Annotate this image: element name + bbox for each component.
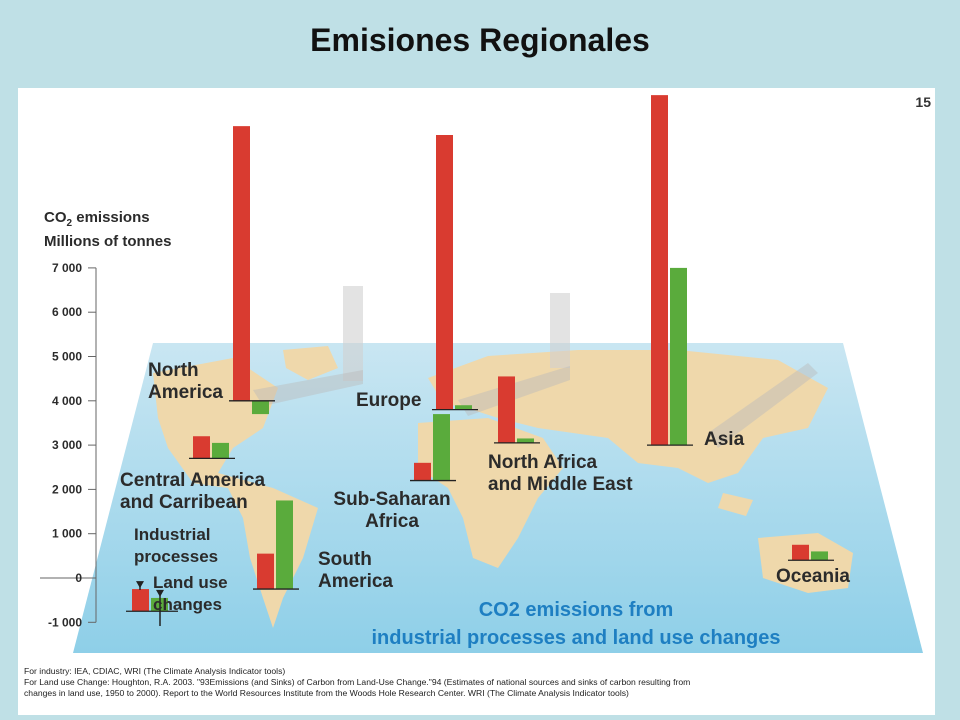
slide-title: Emisiones Regionales (310, 22, 650, 58)
y-axis: 7 000 6 000 5 000 4 000 3 000 2 000 1 000 0 -1 0… (40, 209, 172, 629)
shadow-bar-1 (343, 286, 363, 381)
y-tick-label: 7 000 (52, 261, 82, 275)
footnote-line: For Land use Change: Houghton, R.A. 2003… (24, 677, 691, 687)
region-label: Asia (704, 429, 745, 450)
y-tick-label: 5 000 (52, 350, 82, 364)
bar-industrial (193, 436, 210, 459)
region-label: North Africa (488, 452, 598, 473)
page-number: 15 (915, 94, 931, 110)
legend-label-land-use-line1: Land use (153, 573, 228, 592)
bar-land-use (433, 414, 450, 481)
bar-land-use (517, 438, 534, 443)
shadow-bar-2 (550, 293, 570, 368)
y-tick-label: 2 000 (52, 482, 82, 496)
region-label: Central America (120, 470, 265, 491)
map-landmass-eurasia (428, 350, 828, 483)
y-axis-label-line1: CO2 emissions (44, 209, 150, 229)
bar-industrial (498, 376, 515, 443)
bars (189, 95, 834, 590)
y-axis-label-line2: Millions of tonnes (44, 233, 172, 250)
y-tick-label: 0 (75, 571, 82, 585)
legend-label-land-use-line2: changes (153, 595, 222, 614)
y-tick-label: 1 000 (52, 527, 82, 541)
emissions-chart: 7 000 6 000 5 000 4 000 3 000 2 000 1 000 0 -1 0… (40, 95, 923, 653)
footnote-line: changes in land use, 1950 to 2000). Repo… (24, 688, 629, 698)
map-landmass-africa (418, 418, 563, 568)
shadow-beam-1 (253, 370, 363, 406)
bar-land-use (811, 551, 828, 561)
bar-land-use (212, 442, 229, 459)
bar-industrial (414, 462, 431, 481)
chart-title-line1: CO2 emissions from (479, 599, 674, 621)
bar-land-use (252, 400, 269, 415)
bar-land-use (276, 500, 293, 590)
bar-land-use (455, 405, 472, 410)
y-tick-label: 3 000 (52, 438, 82, 452)
legend-label-industrial-line2: processes (134, 547, 218, 566)
region-label: America (318, 571, 393, 592)
legend-bar-industrial (132, 589, 149, 612)
map-landmass-islands (718, 493, 753, 516)
bar-industrial (792, 544, 809, 561)
bar-industrial (651, 95, 668, 446)
legend-arrowhead-land-use (156, 589, 164, 597)
footnotes: For industry: IEA, CDIAC, WRI (The Clima… (24, 666, 929, 699)
region-label: and Middle East (488, 474, 633, 495)
y-tick-label: 4 000 (52, 394, 82, 408)
chart-title-line2: industrial processes and land use change… (371, 627, 780, 649)
region-label: Africa (365, 511, 419, 532)
legend: Industrial processes Land use changes (126, 525, 228, 626)
region-label: and Carribean (120, 492, 248, 513)
bar-land-use (670, 267, 687, 446)
region-label: America (148, 382, 223, 403)
region-label: South (318, 549, 372, 570)
footnote-line: For industry: IEA, CDIAC, WRI (The Clima… (24, 666, 286, 676)
region-label: Oceania (776, 566, 850, 587)
region-label: Europe (356, 390, 421, 411)
shadow-beam-3 (708, 363, 818, 448)
map-landmass-greenland (283, 346, 338, 380)
map-landmass-australia (758, 533, 853, 593)
region-label: Sub-Saharan (333, 489, 450, 510)
bar-industrial (233, 126, 250, 401)
legend-arrowhead-industrial (136, 581, 144, 589)
bar-industrial (436, 135, 453, 410)
y-tick-label: -1 000 (48, 615, 82, 629)
legend-label-industrial-line1: Industrial (134, 525, 211, 544)
region-label: North (148, 360, 199, 381)
bar-industrial (257, 553, 274, 590)
chart-panel: 7 000 6 000 5 000 4 000 3 000 2 000 1 000 0 -1 0… (18, 88, 935, 715)
y-tick-label: 6 000 (52, 305, 82, 319)
